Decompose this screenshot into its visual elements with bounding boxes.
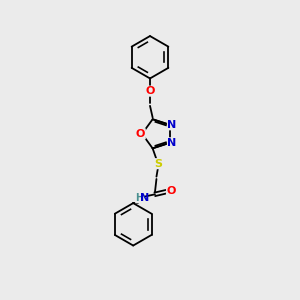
Text: N: N [167, 120, 177, 130]
Text: O: O [136, 129, 145, 139]
Text: O: O [145, 86, 155, 96]
Text: S: S [154, 159, 162, 169]
Text: N: N [140, 193, 150, 203]
Text: O: O [167, 186, 176, 197]
Text: H: H [136, 193, 144, 203]
Text: N: N [167, 138, 177, 148]
